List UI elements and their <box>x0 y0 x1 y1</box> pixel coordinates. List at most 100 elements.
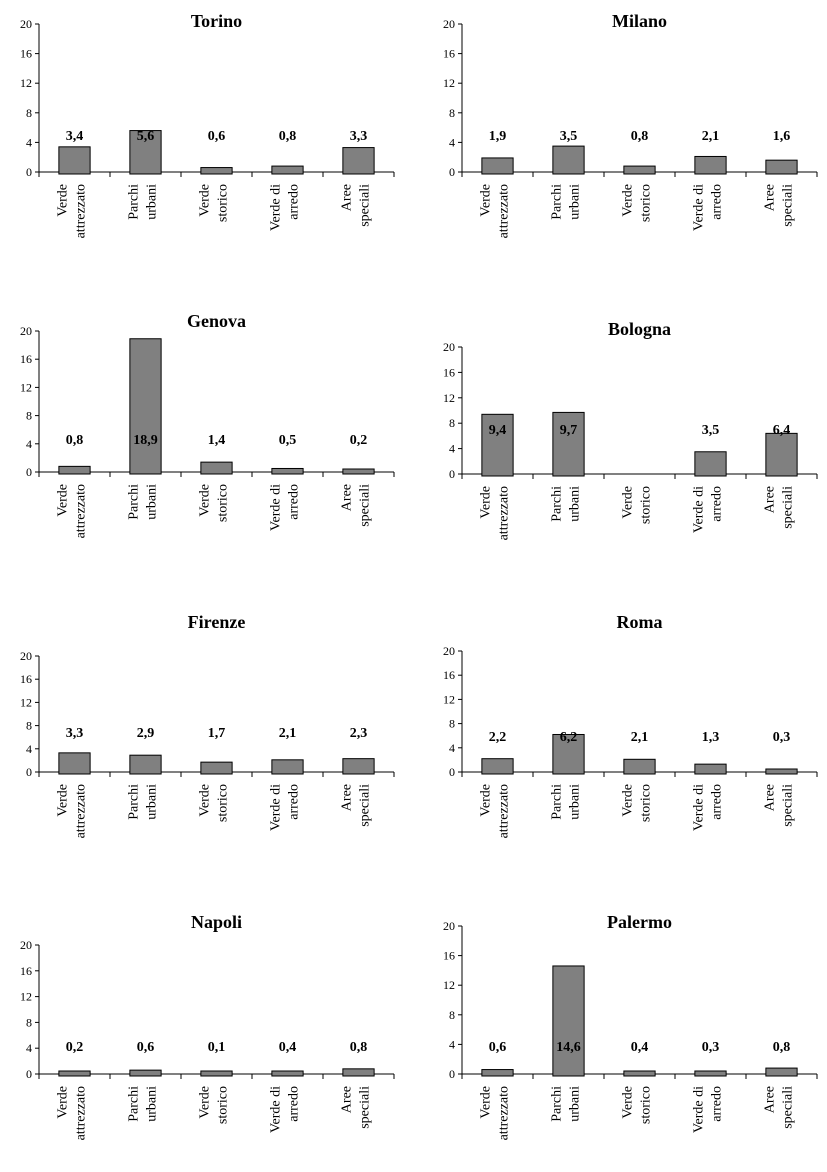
category-label: storico <box>639 184 654 222</box>
category-label: storico <box>216 1086 231 1124</box>
y-tick-label: 0 <box>449 765 455 779</box>
bar <box>342 147 375 175</box>
y-tick-label: 8 <box>26 1015 32 1029</box>
data-label: 0,6 <box>137 1040 155 1055</box>
data-label: 6,2 <box>560 730 578 745</box>
bar <box>481 157 514 175</box>
chart-title: Palermo <box>607 912 672 932</box>
category-label: Verde di <box>692 184 707 231</box>
y-tick-label: 4 <box>449 442 455 456</box>
category-label: storico <box>216 784 231 822</box>
data-label: 3,3 <box>66 726 84 741</box>
category-label: Verde <box>198 784 213 817</box>
bar <box>200 1070 233 1077</box>
category-label: Verde di <box>269 1086 284 1133</box>
y-tick-label: 16 <box>20 672 32 686</box>
category-label: Verde <box>479 1086 494 1119</box>
category-label: storico <box>216 484 231 522</box>
bar <box>481 413 514 477</box>
data-label: 0,8 <box>66 433 84 448</box>
category-label: Verde <box>621 184 636 217</box>
bar <box>129 1069 162 1077</box>
chart-title: Torino <box>191 11 242 31</box>
category-label: urbani <box>145 784 160 820</box>
y-tick-label: 8 <box>26 106 32 120</box>
y-tick-label: 12 <box>443 76 455 90</box>
data-label: 0,6 <box>489 1040 507 1055</box>
data-label: 1,3 <box>702 730 720 745</box>
category-label: Verde di <box>692 486 707 533</box>
category-label: Parchi <box>127 484 142 520</box>
y-tick-label: 0 <box>26 765 32 779</box>
category-label: arredo <box>710 1086 725 1122</box>
data-label: 0,8 <box>279 129 297 144</box>
chart-title: Napoli <box>191 912 242 932</box>
chart-title: Roma <box>617 612 663 632</box>
y-tick-label: 0 <box>449 1067 455 1081</box>
category-label: attrezzato <box>74 484 89 538</box>
category-label: speciali <box>781 184 796 227</box>
bar <box>129 338 162 475</box>
y-tick-label: 20 <box>443 17 455 31</box>
bar <box>623 1070 656 1077</box>
data-label: 18,9 <box>133 433 158 448</box>
category-label: Verde <box>621 784 636 817</box>
category-label: attrezzato <box>497 1086 512 1140</box>
y-tick-label: 12 <box>20 380 32 394</box>
bar <box>200 167 233 175</box>
category-label: Aree <box>763 1086 778 1113</box>
category-label: Aree <box>340 784 355 811</box>
y-tick-label: 0 <box>449 467 455 481</box>
y-tick-label: 12 <box>443 391 455 405</box>
data-label: 9,7 <box>560 423 578 438</box>
y-tick-label: 16 <box>20 964 32 978</box>
y-tick-label: 4 <box>449 1037 455 1051</box>
bar <box>694 763 727 775</box>
y-tick-label: 16 <box>20 352 32 366</box>
category-label: urbani <box>568 184 583 220</box>
category-label: attrezzato <box>74 184 89 238</box>
data-label: 1,9 <box>489 129 507 144</box>
y-tick-label: 20 <box>443 340 455 354</box>
bar <box>342 758 375 775</box>
data-label: 1,4 <box>208 433 226 448</box>
y-tick-label: 20 <box>20 324 32 338</box>
y-tick-label: 16 <box>443 365 455 379</box>
category-label: urbani <box>145 1086 160 1122</box>
bar <box>481 758 514 775</box>
category-label: Verde <box>621 486 636 519</box>
data-label: 1,7 <box>208 726 226 741</box>
category-label: Aree <box>763 784 778 811</box>
bar <box>552 145 585 175</box>
y-tick-label: 20 <box>443 919 455 933</box>
data-label: 0,8 <box>631 129 649 144</box>
category-label: speciali <box>358 484 373 527</box>
category-label: Parchi <box>550 1086 565 1122</box>
category-label: Parchi <box>127 784 142 820</box>
category-label: attrezzato <box>74 1086 89 1140</box>
category-label: arredo <box>287 184 302 220</box>
category-label: speciali <box>358 784 373 827</box>
chart-title: Milano <box>612 11 667 31</box>
category-label: speciali <box>358 184 373 227</box>
y-tick-label: 0 <box>449 165 455 179</box>
category-label: Aree <box>763 184 778 211</box>
data-label: 3,4 <box>66 129 84 144</box>
data-label: 0,4 <box>279 1040 297 1055</box>
category-label: attrezzato <box>497 784 512 838</box>
bar <box>694 1070 727 1077</box>
bar <box>552 965 585 1077</box>
category-label: Verde <box>198 484 213 517</box>
y-tick-label: 4 <box>26 135 32 149</box>
category-label: Verde <box>621 1086 636 1119</box>
category-label: Aree <box>340 484 355 511</box>
bar <box>342 468 375 475</box>
y-tick-label: 12 <box>20 990 32 1004</box>
bar <box>129 754 162 775</box>
